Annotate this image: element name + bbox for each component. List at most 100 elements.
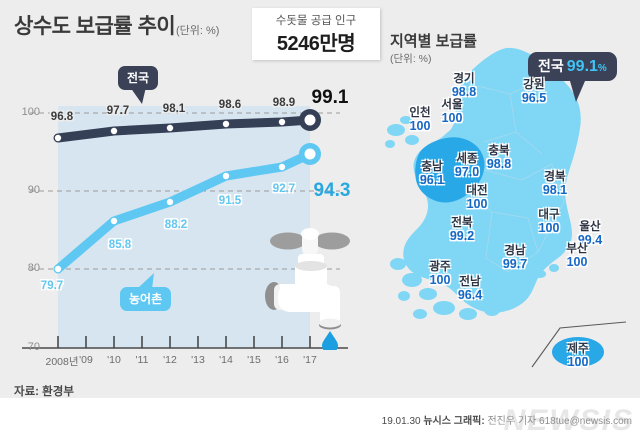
data-label-rural-2016: 92.7 xyxy=(272,183,296,195)
region-value: 100 xyxy=(409,118,431,133)
x-tick-2008: 2008년 xyxy=(45,356,79,368)
series-markers-rural xyxy=(54,163,286,273)
region-value: 96.1 xyxy=(419,172,445,187)
data-label-national-2016: 98.9 xyxy=(272,97,296,109)
map-label-jeju: 제주 100 xyxy=(567,343,589,369)
map-label-gyeongbuk: 경북 98.1 xyxy=(542,171,568,197)
y-tick-100: 100 xyxy=(21,106,40,118)
map-nation-percent: % xyxy=(597,63,607,74)
map-label-ulsan: 울산 99.4 xyxy=(577,221,603,247)
region-value: 99.2 xyxy=(449,228,475,243)
x-axis-ticks xyxy=(57,336,311,348)
region-value: 100 xyxy=(466,196,488,211)
region-value: 98.8 xyxy=(451,84,477,99)
legend-badge-national: 전국 xyxy=(118,66,159,90)
title-unit-label: (단위: %) xyxy=(176,25,220,37)
population-value: 5246만명 xyxy=(276,33,356,55)
map-south-islands xyxy=(517,264,559,289)
map-label-daejeon: 대전 100 xyxy=(466,185,488,211)
data-label-rural-2014: 91.5 xyxy=(218,195,242,207)
map-nation-callout-tail xyxy=(568,74,588,102)
region-value: 99.4 xyxy=(577,232,603,247)
region-value: 96.4 xyxy=(457,287,483,302)
map-west-islands xyxy=(385,116,500,320)
data-label-national-2017: 99.1 xyxy=(311,87,349,108)
credit-agency: 뉴시스 그래픽: xyxy=(423,416,485,427)
region-name: 전남 xyxy=(459,276,481,288)
data-label-national-2012: 98.1 xyxy=(162,103,186,115)
map-label-gyeonggi: 경기 98.8 xyxy=(451,73,477,99)
region-name: 전북 xyxy=(451,217,473,229)
source-label: 자료: 환경부 xyxy=(14,386,74,398)
map-label-chungnam: 충남 96.1 xyxy=(419,161,445,187)
region-name: 경남 xyxy=(504,245,526,257)
map-label-jeonbuk: 전북 99.2 xyxy=(449,217,475,243)
map-nation-value: 99.1 xyxy=(566,58,598,75)
credit-reporter: 전진우 기자 xyxy=(487,416,537,427)
region-value: 98.1 xyxy=(542,182,568,197)
x-tick-2011: '11 xyxy=(135,354,149,366)
region-name: 경기 xyxy=(453,73,475,85)
region-name: 제주 xyxy=(567,343,589,355)
region-name: 충북 xyxy=(488,145,510,157)
y-tick-90: 90 xyxy=(27,184,40,196)
korea-map: 지역별 보급률 (단위: %) xyxy=(382,22,640,394)
region-name: 인천 xyxy=(409,107,431,119)
data-label-rural-2017: 94.3 xyxy=(313,180,351,201)
region-value: 100 xyxy=(429,272,451,287)
region-name: 충남 xyxy=(421,161,443,173)
water-drop-icon xyxy=(322,331,338,350)
map-title: 지역별 보급률 xyxy=(390,33,477,50)
region-name: 세종 xyxy=(456,153,478,165)
region-value: 100 xyxy=(441,110,463,125)
legend-badge-rural-tail xyxy=(138,273,154,289)
region-value: 100 xyxy=(538,220,560,235)
map-unit-label: (단위: %) xyxy=(390,53,432,65)
chart-svg xyxy=(22,109,348,349)
legend-badge-national-tail xyxy=(130,87,146,104)
map-svg xyxy=(385,47,627,368)
region-value: 98.8 xyxy=(486,156,512,171)
region-value: 96.5 xyxy=(521,90,547,105)
x-tick-2009: '09 xyxy=(79,354,93,366)
y-tick-80: 80 xyxy=(27,262,40,274)
series-line-rural xyxy=(53,149,315,274)
data-label-rural-2010: 85.8 xyxy=(108,239,132,251)
region-value: 100 xyxy=(566,254,588,269)
data-label-national-2014: 98.6 xyxy=(218,99,242,111)
map-label-gwangju: 광주 100 xyxy=(429,261,451,287)
region-name: 부산 xyxy=(566,243,588,255)
map-region-jeju xyxy=(552,337,604,367)
map-label-incheon: 인천 100 xyxy=(409,107,431,133)
y-tick-70: 70 xyxy=(27,341,40,353)
legend-badge-rural: 농어촌 xyxy=(120,287,172,311)
x-tick-2015: '15 xyxy=(247,354,261,366)
region-value: 100 xyxy=(567,354,589,369)
map-region-chungnam xyxy=(415,137,485,203)
page-title: 상수도 보급률 추이 xyxy=(14,15,176,38)
credit-email: 618tue@newsis.com xyxy=(539,416,632,427)
region-name: 경북 xyxy=(544,171,566,183)
series-line-national xyxy=(53,115,315,143)
data-label-national-2008: 96.8 xyxy=(50,111,74,123)
x-tick-2013: '13 xyxy=(191,354,205,366)
region-name: 대전 xyxy=(466,185,488,197)
region-name: 광주 xyxy=(429,261,451,273)
data-label-rural-2012: 88.2 xyxy=(164,219,188,231)
map-label-jeonnam: 전남 96.4 xyxy=(457,276,483,302)
faucet-illustration xyxy=(265,228,350,350)
newsis-watermark: NEWSIS xyxy=(503,404,634,437)
jeju-leader-line xyxy=(531,321,627,368)
map-label-gangwon: 강원 96.5 xyxy=(521,79,547,105)
map-label-gyeongnam: 경남 99.7 xyxy=(502,245,528,271)
population-callout-card: 수돗물 공급 인구 5246만명 xyxy=(252,8,380,60)
credit-date: 19.01.30 xyxy=(381,416,421,427)
footer-strip xyxy=(0,398,640,446)
region-value: 99.7 xyxy=(502,256,528,271)
plot-band xyxy=(58,106,310,348)
map-bay-shape xyxy=(423,100,456,144)
population-label: 수돗물 공급 인구 xyxy=(275,15,357,27)
region-name: 서울 xyxy=(441,99,463,111)
x-tick-2014: '14 xyxy=(219,354,233,366)
